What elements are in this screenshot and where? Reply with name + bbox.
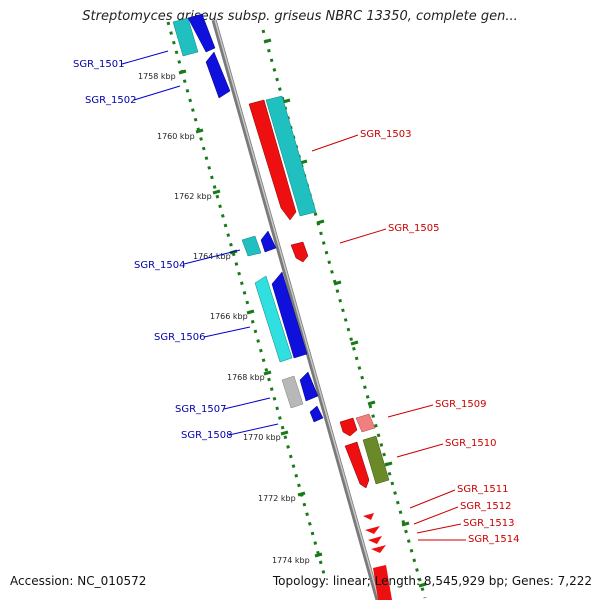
scale-label: 1766 kbp (210, 312, 248, 321)
gene-sgr-1508[interactable] (309, 405, 324, 423)
minus-strand-genes (172, 13, 324, 423)
scale-track-right (261, 29, 427, 599)
gene-sgr-1509-pink[interactable] (355, 413, 376, 433)
gene-sgr-1511[interactable] (363, 513, 374, 520)
gene-label-sgr-1506[interactable]: SGR_1506 (154, 332, 206, 343)
genome-summary-text: Topology: linear; Length: 8,545,929 bp; … (272, 574, 592, 588)
gene-label-sgr-1505[interactable]: SGR_1505 (388, 223, 440, 234)
gene-sgr-1501-cyan[interactable] (172, 17, 199, 57)
gene-label-sgr-1513[interactable]: SGR_1513 (463, 518, 515, 529)
gene-label-sgr-1504[interactable]: SGR_1504 (134, 260, 186, 271)
accession-text: Accession: NC_010572 (10, 574, 147, 588)
scale-label: 1770 kbp (243, 433, 281, 442)
gene-label-sgr-1510[interactable]: SGR_1510 (445, 438, 497, 449)
gene-sgr-1509[interactable] (339, 417, 358, 437)
gene-sgr-1514[interactable] (371, 545, 386, 553)
gene-label-sgr-1514[interactable]: SGR_1514 (468, 534, 520, 545)
gene-sgr-1502[interactable] (205, 51, 231, 99)
gene-sgr-1513[interactable] (368, 536, 382, 544)
scale-label: 1768 kbp (227, 373, 265, 382)
leader-lines-plus (311, 134, 466, 541)
scale-label: 1758 kbp (138, 72, 176, 81)
gene-label-sgr-1512[interactable]: SGR_1512 (460, 501, 512, 512)
gene-labels-minus: SGR_1501 SGR_1502 SGR_1504 SGR_1506 SGR_… (73, 59, 233, 441)
leader-lines-minus (121, 50, 279, 436)
scale-label: 1760 kbp (157, 132, 195, 141)
gene-sgr-1504[interactable] (260, 230, 277, 253)
gene-label-sgr-1507[interactable]: SGR_1507 (175, 404, 227, 415)
gene-label-sgr-1502[interactable]: SGR_1502 (85, 95, 137, 106)
gene-label-sgr-1511[interactable]: SGR_1511 (457, 484, 509, 495)
gene-bottom-red[interactable] (373, 565, 392, 600)
gene-sgr-1512[interactable] (365, 526, 380, 534)
scale-label: 1764 kbp (193, 252, 231, 261)
gene-label-sgr-1509[interactable]: SGR_1509 (435, 399, 487, 410)
gene-sgr-1504-cyan[interactable] (241, 235, 262, 257)
gene-sgr-1506-cyan[interactable] (254, 275, 293, 363)
gene-label-sgr-1501[interactable]: SGR_1501 (73, 59, 125, 70)
gene-sgr-1507-gray[interactable] (281, 375, 304, 409)
scale-track-left (166, 21, 326, 575)
scale-label: 1774 kbp (272, 556, 310, 565)
gene-sgr-1510-green[interactable] (362, 435, 390, 485)
gene-sgr-1510[interactable] (344, 441, 370, 489)
gene-sgr-1505[interactable] (290, 241, 309, 263)
genome-backbone (211, 19, 381, 600)
scale-labels: 1758 kbp 1760 kbp 1762 kbp 1764 kbp 1766… (138, 72, 310, 565)
gene-label-sgr-1508[interactable]: SGR_1508 (181, 430, 233, 441)
gene-sgr-1503[interactable] (248, 99, 297, 221)
gene-sgr-1501[interactable] (187, 13, 216, 53)
gene-label-sgr-1503[interactable]: SGR_1503 (360, 129, 412, 140)
gene-sgr-1503-cyan[interactable] (265, 95, 317, 217)
scale-label: 1762 kbp (174, 192, 212, 201)
gene-sgr-1507[interactable] (299, 371, 319, 402)
gene-sgr-1506[interactable] (271, 271, 308, 359)
scale-label: 1772 kbp (258, 494, 296, 503)
plus-strand-genes (248, 95, 392, 600)
gene-labels-plus: SGR_1503 SGR_1505 SGR_1509 SGR_1510 SGR_… (360, 129, 520, 545)
